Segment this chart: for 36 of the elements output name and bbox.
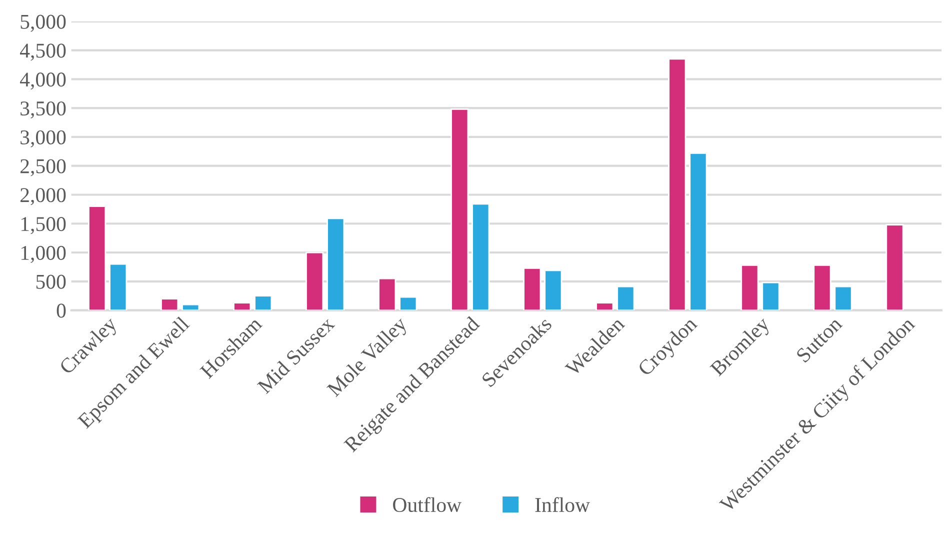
y-tick-label: 1,500 <box>21 217 66 234</box>
y-tick-label: 0 <box>56 304 66 318</box>
bar <box>762 282 780 310</box>
bar <box>689 152 708 310</box>
y-tick-label: 4,000 <box>20 72 66 90</box>
y-tick-label: 2,500 <box>20 159 66 176</box>
bar <box>109 263 128 310</box>
bar <box>378 278 396 310</box>
bar <box>182 304 200 310</box>
bar <box>616 286 635 310</box>
y-tick-label: 4,500 <box>20 44 66 61</box>
bar <box>596 302 614 310</box>
bar <box>233 302 252 310</box>
bar <box>544 270 562 310</box>
y-tick-label: 500 <box>36 274 66 289</box>
bar <box>834 286 852 310</box>
bar <box>472 203 490 310</box>
bar <box>326 218 345 310</box>
y-tick-label: 3,000 <box>20 130 66 148</box>
legend-label: Outflow <box>393 497 462 512</box>
bar <box>523 267 542 310</box>
legend-label: Inflow <box>535 497 590 512</box>
bar <box>160 298 179 310</box>
bar <box>668 58 686 310</box>
bar <box>450 108 469 310</box>
bar <box>886 224 904 310</box>
bar <box>306 252 324 310</box>
bar <box>813 264 832 310</box>
bar <box>740 264 759 310</box>
y-tick-label: 3,500 <box>20 101 66 118</box>
y-tick-label: 5,000 <box>20 14 66 32</box>
bar <box>88 206 106 310</box>
y-tick-label: 2,000 <box>20 188 66 206</box>
y-tick-label: 1,000 <box>21 246 66 263</box>
bar <box>399 296 418 310</box>
bar <box>254 295 272 310</box>
